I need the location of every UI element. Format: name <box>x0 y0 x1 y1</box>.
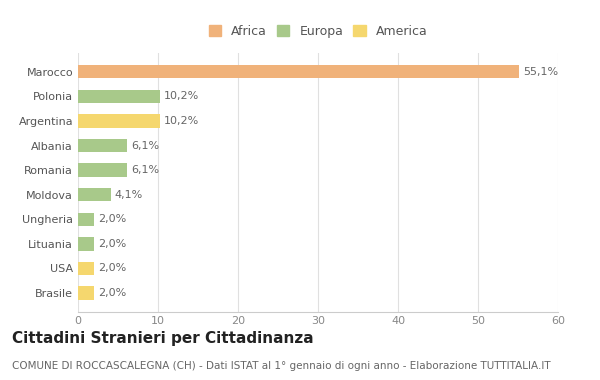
Bar <box>78 188 111 201</box>
Text: 2,0%: 2,0% <box>98 214 126 224</box>
Bar <box>78 163 127 177</box>
Bar <box>78 114 160 128</box>
Bar <box>78 90 160 103</box>
Text: 2,0%: 2,0% <box>98 239 126 249</box>
Text: 2,0%: 2,0% <box>98 288 126 298</box>
Text: 10,2%: 10,2% <box>164 91 199 101</box>
Bar <box>78 139 127 152</box>
Text: COMUNE DI ROCCASCALEGNA (CH) - Dati ISTAT al 1° gennaio di ogni anno - Elaborazi: COMUNE DI ROCCASCALEGNA (CH) - Dati ISTA… <box>12 361 551 371</box>
Text: 55,1%: 55,1% <box>523 67 558 77</box>
Bar <box>78 262 94 275</box>
Bar <box>78 65 519 79</box>
Legend: Africa, Europa, America: Africa, Europa, America <box>205 21 431 42</box>
Text: 10,2%: 10,2% <box>164 116 199 126</box>
Bar <box>78 212 94 226</box>
Text: Cittadini Stranieri per Cittadinanza: Cittadini Stranieri per Cittadinanza <box>12 331 314 345</box>
Bar <box>78 286 94 300</box>
Bar <box>78 237 94 251</box>
Text: 2,0%: 2,0% <box>98 263 126 274</box>
Text: 4,1%: 4,1% <box>115 190 143 200</box>
Text: 6,1%: 6,1% <box>131 141 159 150</box>
Text: 6,1%: 6,1% <box>131 165 159 175</box>
